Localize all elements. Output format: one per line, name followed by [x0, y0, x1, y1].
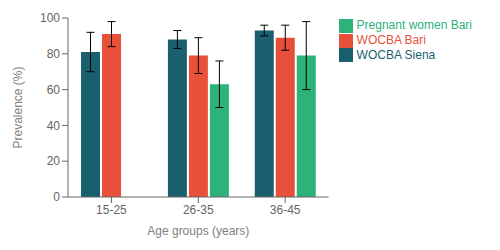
svg-text:60: 60 [47, 83, 61, 97]
svg-text:80: 80 [47, 47, 61, 61]
html-text:WOCBA Bari: WOCBA Bari [356, 32, 426, 47]
svg-text:40: 40 [47, 119, 61, 133]
svg-text:15-25: 15-25 [96, 203, 127, 217]
svg-text:0: 0 [53, 190, 60, 204]
svg-text:26-35: 26-35 [183, 203, 214, 217]
svg-text:100: 100 [40, 11, 60, 25]
html-text:WOCBA Siena: WOCBA Siena [356, 47, 436, 62]
svg-text:36-45: 36-45 [270, 203, 301, 217]
svg-text:20: 20 [47, 154, 61, 168]
html-text:Pregnant women Bari: Pregnant women Bari [356, 18, 472, 32]
svg-text:Prevalence (%): Prevalence (%) [11, 66, 25, 148]
svg-text:Age groups (years): Age groups (years) [147, 224, 249, 238]
